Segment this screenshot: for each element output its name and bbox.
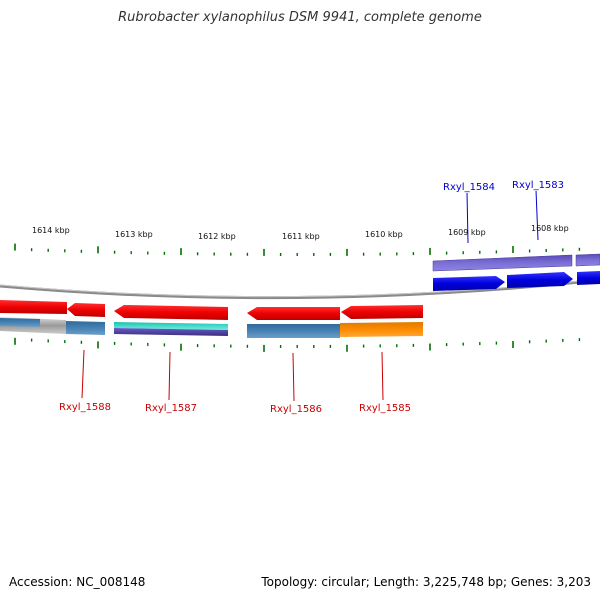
kbp-label-1614: 1614 kbp bbox=[32, 226, 70, 235]
accession-text: Accession: NC_008148 bbox=[9, 575, 146, 589]
label-bg-rxyl-1583 bbox=[509, 177, 563, 191]
forward-cog-feature[interactable] bbox=[575, 253, 600, 267]
outer-ruler-ticks bbox=[14, 243, 581, 256]
genome-summary-text: Topology: circular; Length: 3,225,748 bp… bbox=[261, 575, 591, 589]
leader-line-rxyl-1584 bbox=[466, 191, 469, 244]
gene-arrow-rxyl-1585[interactable] bbox=[341, 305, 423, 319]
reverse-cog-dark-1587[interactable] bbox=[114, 328, 228, 336]
reverse-cog-steel-left[interactable] bbox=[0, 318, 40, 327]
gene-label-rxyl-1583[interactable]: Rxyl_1583 bbox=[512, 180, 564, 191]
reverse-cog-steel-1588[interactable] bbox=[66, 321, 105, 335]
forward-cog-feature[interactable] bbox=[432, 254, 573, 272]
gene-label-rxyl-1585[interactable]: Rxyl_1585 bbox=[359, 403, 411, 414]
kbp-label-1613: 1613 kbp bbox=[115, 230, 153, 239]
leader-line-rxyl-1588 bbox=[81, 349, 85, 399]
gene-label-rxyl-1588[interactable]: Rxyl_1588 bbox=[59, 402, 111, 413]
gene-label-rxyl-1586[interactable]: Rxyl_1586 bbox=[270, 404, 322, 415]
label-bg-rxyl-1584 bbox=[440, 179, 494, 193]
kbp-label-1608: 1608 kbp bbox=[531, 224, 569, 233]
gene-label-rxyl-1584[interactable]: Rxyl_1584 bbox=[443, 182, 495, 193]
leader-line-rxyl-1585 bbox=[381, 351, 384, 401]
gene-arrow-rxyl-1586[interactable] bbox=[247, 307, 340, 320]
gene-arrow-left-partial[interactable] bbox=[0, 300, 67, 314]
kbp-label-1610: 1610 kbp bbox=[365, 230, 403, 239]
leader-line-rxyl-1587 bbox=[168, 351, 171, 401]
gene-arrow-rxyl-1583[interactable] bbox=[507, 272, 573, 288]
kbp-label-1609: 1609 kbp bbox=[448, 228, 486, 237]
map-title: Rubrobacter xylanophilus DSM 9941, compl… bbox=[118, 10, 482, 25]
gene-arrow-rxyl-1587[interactable] bbox=[114, 305, 228, 320]
reverse-cog-cyan-1587[interactable] bbox=[114, 322, 228, 330]
kbp-label-1611: 1611 kbp bbox=[282, 232, 320, 241]
gene-arrow-rxyl-1588[interactable] bbox=[67, 303, 105, 317]
reverse-cog-orange-1585[interactable] bbox=[340, 322, 423, 337]
inner-ruler-ticks bbox=[14, 337, 581, 352]
gene-arrow-rxyl-1584[interactable] bbox=[433, 276, 505, 291]
leader-line-rxyl-1583 bbox=[535, 189, 539, 241]
kbp-label-1612: 1612 kbp bbox=[198, 232, 236, 241]
leader-line-rxyl-1586 bbox=[292, 352, 295, 402]
reverse-cog-steel-1586[interactable] bbox=[247, 324, 340, 338]
gene-arrow-next-forward[interactable] bbox=[577, 271, 600, 285]
genome-backbone bbox=[0, 278, 600, 300]
gene-label-rxyl-1587[interactable]: Rxyl_1587 bbox=[145, 403, 197, 414]
